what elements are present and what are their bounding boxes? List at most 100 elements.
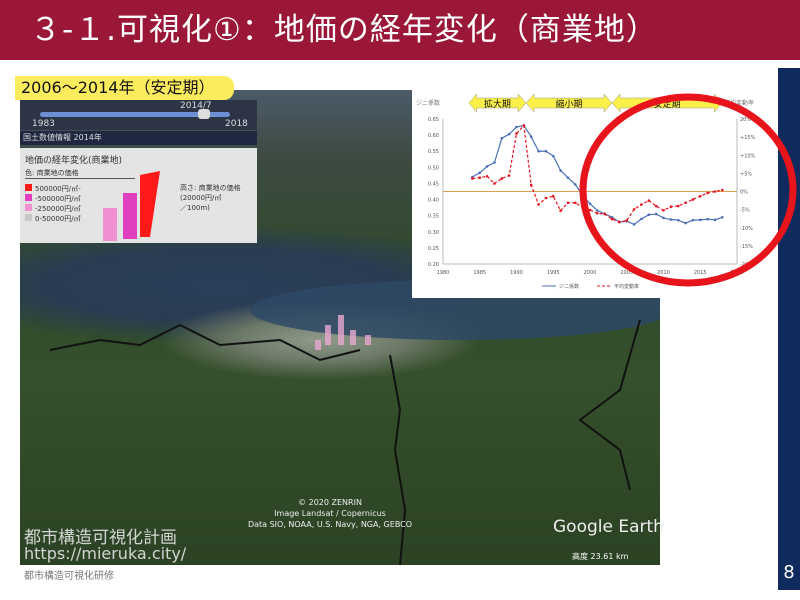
y2-tick-label: -5%	[740, 208, 750, 214]
legend-item-label: 500000円/㎡-	[35, 185, 81, 193]
legend-panel: 地価の経年変化(商業地) 色: 商業地の価格 500000円/㎡- -500000…	[20, 148, 257, 243]
data-point	[632, 207, 636, 211]
x-tick-label: 2005	[620, 270, 633, 276]
y2-tick-label: -10%	[740, 226, 753, 232]
chart-legend-label: ジニ係数	[559, 283, 579, 290]
data-point	[676, 218, 680, 222]
highlight-circle	[579, 93, 797, 287]
data-point	[669, 205, 673, 209]
data-point	[500, 137, 504, 140]
x-tick-label: 2010	[657, 270, 670, 276]
legend-title: 地価の経年変化(商業地)	[25, 156, 123, 166]
legend-swatch	[25, 184, 32, 191]
y2-tick-label: +15%	[740, 135, 756, 141]
data-point	[478, 176, 482, 180]
gini-chart: 0.65 0.60 0.55 0.50 0.45 0.40 0.35 0.30 0.25 0.20…	[412, 88, 762, 298]
chart-legend-label: 平均変動率	[614, 283, 639, 290]
google-earth-logo: Google Earth	[553, 517, 664, 537]
height-caption: 高さ: 商業地の価格	[180, 184, 241, 192]
slider-current: 2014/7	[180, 101, 212, 111]
data-point	[559, 169, 562, 172]
data-point	[596, 209, 599, 212]
slider-end: 2018	[225, 119, 248, 129]
time-slider[interactable]: 2014/7 1983 2018	[20, 100, 257, 130]
legend-item: 0-50000円/㎡	[25, 214, 81, 224]
slider-start: 1983	[32, 119, 55, 129]
left-axis-title: ジニ係数	[416, 99, 440, 107]
y-tick-label: 0.25	[428, 246, 439, 252]
data-point	[507, 174, 511, 177]
watermark-title: 都市構造可視化計画	[24, 528, 177, 548]
legend-swatch	[25, 214, 32, 221]
attribution-line: © 2020 ZENRIN	[298, 498, 362, 507]
data-point	[662, 216, 665, 220]
data-point	[721, 188, 724, 192]
data-point	[662, 209, 665, 212]
data-point	[507, 132, 511, 136]
data-point	[544, 196, 548, 200]
legend-item-label: -250000円/㎡	[35, 205, 81, 213]
data-point	[574, 183, 577, 186]
attribution-line: Image Landsat / Copernicus	[274, 509, 386, 518]
data-point	[654, 204, 658, 208]
legend-swatch	[25, 204, 32, 211]
data-point	[640, 217, 643, 221]
footer-text: 都市構造可視化研修	[24, 571, 114, 582]
data-point	[654, 212, 658, 216]
legend-item-label: -500000円/㎡	[35, 195, 81, 203]
data-point	[625, 219, 629, 222]
legend-item-label: 0-50000円/㎡	[35, 215, 81, 223]
data-point	[566, 201, 570, 205]
watermark-url: https://mieruka.city/	[24, 544, 187, 563]
data-point	[676, 204, 680, 208]
x-tick-label: 2015	[694, 270, 707, 276]
data-point	[537, 149, 540, 153]
period-label: 2006～2014年（安定期）	[15, 76, 235, 100]
bar-illustration	[103, 171, 160, 241]
data-point	[706, 217, 709, 221]
data-point	[485, 165, 489, 168]
height-caption: ／100m)	[180, 204, 210, 212]
data-point	[493, 161, 496, 164]
data-point	[647, 199, 651, 202]
y2-tick-label: +5%	[740, 171, 752, 177]
data-point	[691, 218, 695, 222]
data-point	[669, 218, 673, 221]
data-point	[515, 125, 518, 129]
y-tick-label: 0.60	[428, 133, 439, 139]
legend-color-caption: 色: 商業地の価格	[25, 168, 135, 179]
legend-item: -500000円/㎡	[25, 194, 81, 204]
right-axis-title: 平均変動率	[724, 99, 754, 107]
y-tick-label: 0.30	[428, 230, 439, 236]
y-tick-label: 0.55	[428, 149, 439, 155]
x-tick-label: 1980	[437, 270, 450, 276]
data-point	[713, 218, 717, 222]
slider-thumb[interactable]	[198, 109, 210, 119]
data-point	[684, 221, 687, 225]
x-tick-label: 2000	[584, 270, 597, 276]
data-point	[698, 218, 702, 222]
data-point	[551, 154, 555, 158]
y2-tick-label: +10%	[740, 153, 756, 159]
slide-title: ３-１.可視化①：地価の経年変化（商業地）	[0, 0, 800, 60]
y2-tick-label: 20%	[740, 117, 751, 123]
data-point	[500, 177, 504, 180]
data-point	[684, 201, 687, 205]
y2-tick-label: 0%	[740, 190, 748, 196]
data-point	[493, 182, 496, 185]
data-point	[588, 202, 592, 206]
x-tick-label: 1985	[473, 270, 486, 276]
data-point	[471, 177, 474, 180]
legend-item: 500000円/㎡-	[25, 184, 81, 194]
y-tick-label: 0.50	[428, 165, 439, 171]
period-label: 縮小期	[556, 98, 583, 110]
data-point	[588, 208, 592, 212]
slider-track[interactable]	[40, 112, 230, 117]
info-bar: 国土数値情報 2014年	[20, 131, 257, 145]
legend-swatch	[25, 194, 32, 201]
y-tick-label: 0.40	[428, 198, 439, 204]
data-point	[559, 209, 562, 213]
data-point	[640, 203, 643, 206]
data-point	[537, 203, 540, 206]
data-point	[596, 211, 599, 215]
